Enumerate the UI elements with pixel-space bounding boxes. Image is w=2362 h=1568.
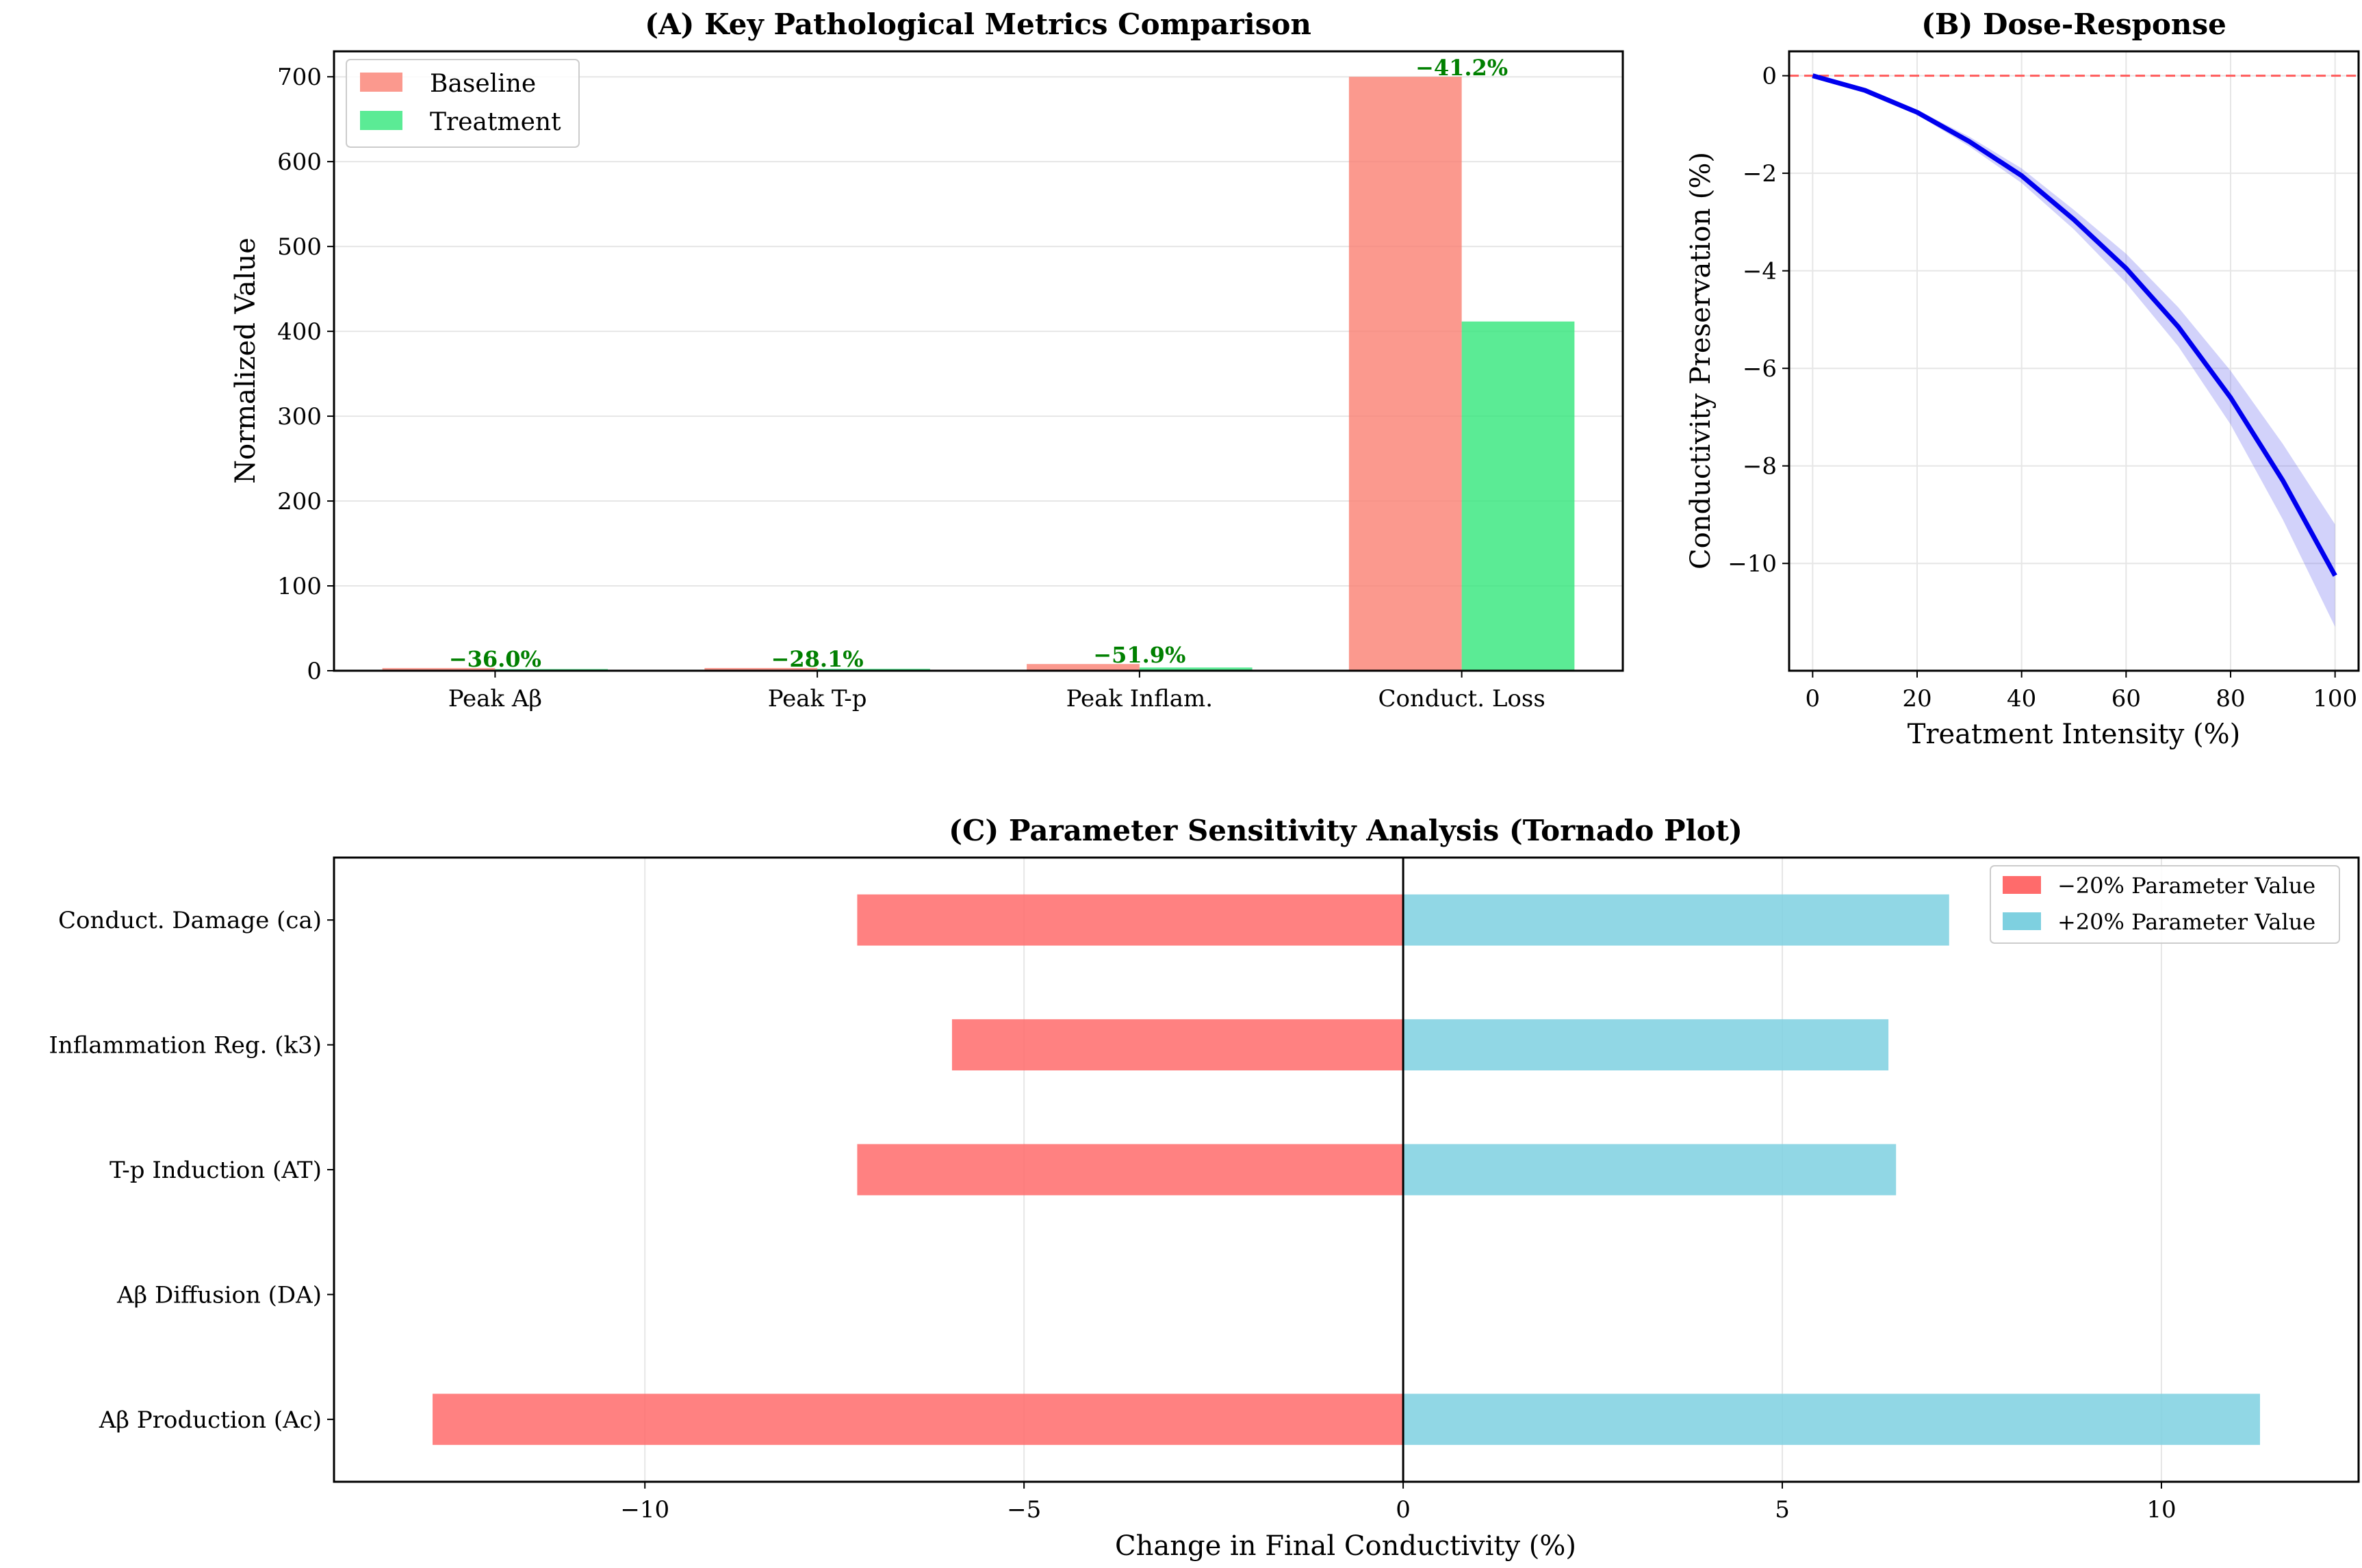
panel-b-y-ticks: 0 −2 −4 −6 −8 −10 (1728, 63, 1789, 578)
tornado-bar-20-parameter-value-inflammation-reg-k3 (1403, 1019, 1889, 1070)
panel-c: −10 −5 0 5 10 Conduct. Damage (ca) Inflammati… (49, 814, 2360, 1562)
tornado-bar-20-parameter-value-a-production-ac (433, 1393, 1404, 1445)
legend-label-treatment: Treatment (430, 108, 561, 136)
panel-c-x-tick-label: 5 (1775, 1496, 1790, 1524)
percent-change-label: −51.9% (1093, 642, 1185, 668)
panel-b: 0 20 40 60 80 100 0 −2 −4 −6 −8 −10 (B) Dose-Respo… (1685, 8, 2360, 750)
panel-c-y-tick-label: Aβ Production (Ac) (99, 1406, 322, 1434)
panel-a: −36.0% −28.1% −51.9% −41.2% 0 100 200 300 400 50… (230, 8, 1624, 712)
panel-b-confidence-band (1812, 75, 2335, 627)
panel-a-axes-frame (333, 50, 1624, 672)
bar-treatment-peak-inflam (1139, 667, 1253, 671)
panel-a-y-tick-label: 100 (277, 573, 322, 600)
panel-a-x-tick-label: Peak Inflam. (1066, 685, 1213, 712)
panel-b-y-tick-label: 0 (1762, 63, 1777, 90)
tornado-bar-20-parameter-value-t-p-induction-at (857, 1144, 1404, 1196)
panel-a-y-ticks: 0 100 200 300 400 500 600 700 (277, 64, 334, 685)
panel-c-y-tick-label: Inflammation Reg. (k3) (49, 1032, 322, 1059)
panel-a-x-tick-label: Peak T-p (768, 685, 867, 712)
panel-a-y-tick-label: 300 (277, 403, 322, 430)
percent-change-label: −28.1% (771, 646, 864, 672)
panel-b-x-tick-label: 80 (2216, 685, 2245, 712)
legend-swatch-baseline (360, 73, 402, 92)
panel-b-x-axis-label: Treatment Intensity (%) (1908, 719, 2241, 750)
panel-c-y-tick-label: Aβ Diffusion (DA) (116, 1281, 322, 1309)
panel-b-x-tick-label: 20 (1902, 685, 1931, 712)
bar-baseline-peak-t-p (704, 668, 818, 671)
panel-b-y-tick-label: −4 (1743, 258, 1777, 285)
panel-a-percent-labels: −36.0% −28.1% −51.9% −41.2% (449, 55, 1508, 672)
panel-c-legend: −20% Parameter Value +20% Parameter Valu… (1990, 865, 2340, 944)
panel-b-y-tick-label: −6 (1743, 355, 1777, 383)
panel-b-y-tick-label: −2 (1743, 160, 1777, 188)
panel-a-x-ticks: Peak Aβ Peak T-p Peak Inflam. Conduct. Loss (448, 671, 1545, 712)
panel-a-y-tick-label: 0 (307, 658, 322, 685)
panel-c-x-ticks: −10 −5 0 5 10 (620, 1482, 2177, 1524)
panel-a-gridlines (334, 76, 1623, 671)
percent-change-label: −41.2% (1415, 55, 1508, 81)
panel-b-axes-frame (1788, 50, 2360, 672)
percent-change-label: −36.0% (449, 646, 541, 672)
panel-a-y-tick-label: 200 (277, 488, 322, 515)
legend-swatch-minus-20 (2003, 876, 2041, 894)
bar-treatment-conduct-loss (1461, 321, 1575, 671)
panel-b-title: (B) Dose-Response (1921, 8, 2226, 41)
panel-b-x-tick-label: 0 (1806, 685, 1821, 712)
panel-a-y-tick-label: 700 (277, 64, 322, 91)
tornado-bar-20-parameter-value-inflammation-reg-k3 (951, 1019, 1404, 1070)
panel-b-x-tick-label: 40 (2007, 685, 2036, 712)
panel-b-x-tick-label: 60 (2111, 685, 2141, 712)
panel-c-x-tick-label: 0 (1396, 1496, 1411, 1524)
panel-a-x-tick-label: Peak Aβ (448, 685, 542, 712)
panel-a-x-tick-label: Conduct. Loss (1378, 685, 1545, 712)
tornado-bar-20-parameter-value-conduct-damage-ca (857, 894, 1404, 946)
panel-c-x-axis-label: Change in Final Conductivity (%) (1115, 1530, 1576, 1562)
tornado-bar-20-parameter-value-conduct-damage-ca (1403, 894, 1949, 946)
panel-c-y-ticks: Conduct. Damage (ca) Inflammation Reg. (k… (49, 907, 334, 1434)
panel-b-y-tick-label: −8 (1743, 453, 1777, 480)
panel-a-title: (A) Key Pathological Metrics Comparison (645, 8, 1311, 41)
panel-b-gridlines (1789, 51, 2359, 671)
panel-c-y-tick-label: T-p Induction (AT) (110, 1157, 322, 1184)
panel-b-dose-response-line (1812, 73, 2337, 577)
panel-c-title: (C) Parameter Sensitivity Analysis (Torn… (949, 814, 1743, 847)
panel-a-y-axis-label: Normalized Value (230, 237, 261, 484)
panel-a-y-tick-label: 600 (277, 149, 322, 176)
legend-label-minus-20: −20% Parameter Value (2057, 873, 2315, 899)
panel-a-y-tick-label: 500 (277, 233, 322, 261)
panel-b-x-tick-label: 100 (2313, 685, 2357, 712)
legend-label-plus-20: +20% Parameter Value (2057, 909, 2315, 935)
legend-swatch-plus-20 (2003, 912, 2041, 930)
bar-baseline-conduct-loss (1348, 77, 1462, 671)
panel-a-legend-box (346, 59, 580, 148)
panel-b-x-ticks: 0 20 40 60 80 100 (1806, 671, 2357, 712)
panel-c-x-tick-label: −10 (620, 1496, 669, 1524)
panel-c-legend-box (1990, 865, 2340, 944)
panel-c-x-tick-label: −5 (1007, 1496, 1041, 1524)
panel-a-legend: Baseline Treatment (346, 59, 580, 148)
panel-b-y-tick-label: −10 (1728, 550, 1777, 578)
legend-swatch-treatment (360, 111, 402, 130)
tornado-bar-20-parameter-value-t-p-induction-at (1403, 1144, 1897, 1196)
panel-c-y-tick-label: Conduct. Damage (ca) (58, 907, 322, 934)
panel-c-x-tick-label: 10 (2146, 1496, 2176, 1524)
panel-b-y-axis-label: Conductivity Preservation (%) (1685, 152, 1717, 569)
tornado-bar-20-parameter-value-a-production-ac (1403, 1393, 2260, 1445)
bar-baseline-peak-inflam (1027, 664, 1140, 671)
panel-a-bars (382, 77, 1575, 671)
panel-c-bars (433, 894, 2260, 1445)
panel-a-y-tick-label: 400 (277, 318, 322, 346)
bar-baseline-peak-a (382, 668, 496, 671)
legend-label-baseline: Baseline (430, 70, 536, 98)
